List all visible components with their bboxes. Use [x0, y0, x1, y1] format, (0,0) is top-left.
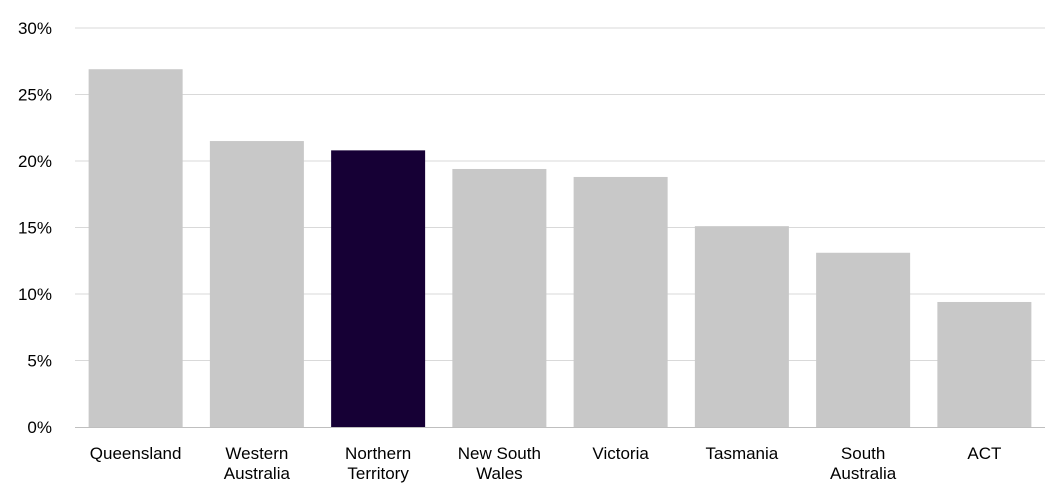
x-tick-label: Victoria — [592, 444, 649, 463]
x-tick-label-line: Queensland — [90, 444, 182, 463]
x-tick-label-line: Western — [225, 444, 288, 463]
y-tick-label: 15% — [18, 219, 52, 238]
bar-new-south-wales — [452, 168, 547, 428]
x-tick-label: ACT — [967, 444, 1001, 463]
x-tick-label-line: Tasmania — [705, 444, 778, 463]
bar-northern-territory — [331, 150, 426, 428]
x-tick-label-line: New South — [458, 444, 541, 463]
y-tick-label: 30% — [18, 19, 52, 38]
y-tick-label: 0% — [27, 418, 52, 437]
x-tick-label: New South Wales — [458, 444, 541, 483]
bar-tasmania — [694, 226, 789, 427]
x-tick-label-line: Northern — [345, 444, 411, 463]
x-tick-label: Western Australia — [224, 444, 291, 483]
bar-act — [937, 301, 1032, 427]
y-axis-tick-labels: 0% 5% 10% 15% 20% 25% 30% — [18, 19, 52, 437]
bar-south-australia — [816, 252, 911, 427]
x-tick-label-line: South — [841, 444, 885, 463]
y-tick-label: 10% — [18, 285, 52, 304]
bar-queensland — [88, 69, 183, 427]
x-tick-label: Tasmania — [705, 444, 778, 463]
x-tick-label-line: Australia — [224, 464, 291, 483]
x-tick-label-line: ACT — [967, 444, 1001, 463]
x-tick-label: Queensland — [90, 444, 182, 463]
y-tick-label: 5% — [27, 352, 52, 371]
bars — [88, 69, 1032, 428]
y-tick-label: 25% — [18, 86, 52, 105]
x-tick-label-line: Wales — [476, 464, 523, 483]
x-tick-label-line: Territory — [347, 464, 409, 483]
x-tick-label: South Australia — [830, 444, 897, 483]
bar-western-australia — [209, 141, 304, 428]
y-tick-label: 20% — [18, 152, 52, 171]
x-tick-label-line: Australia — [830, 464, 897, 483]
x-tick-label-line: Victoria — [592, 444, 649, 463]
bar-victoria — [573, 176, 668, 427]
x-tick-label: Northern Territory — [345, 444, 411, 483]
